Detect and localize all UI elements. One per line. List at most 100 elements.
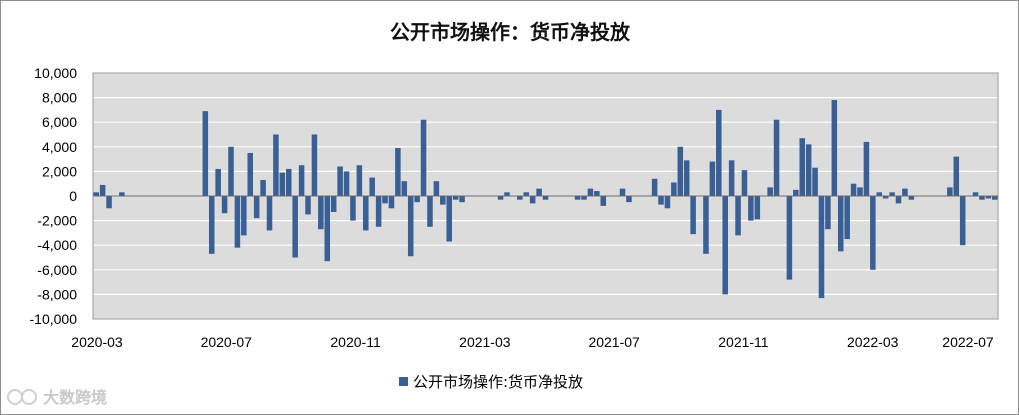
bar [741,170,748,196]
y-tick-label: -6,000 [37,262,77,278]
bar [626,196,632,203]
bar [93,192,99,196]
x-tick-label: 2020-11 [330,334,381,350]
bar [844,196,850,240]
bar [947,187,953,196]
bar [318,196,324,230]
x-tick-label: 2022-03 [847,334,899,350]
bar [369,177,375,196]
bar [529,196,536,204]
bar [452,196,459,200]
bar [298,165,305,196]
bar [748,196,754,221]
bar [208,196,215,254]
bar [221,196,228,214]
y-tick-label: 10,000 [34,65,77,81]
bar [985,196,992,199]
bar [690,196,696,235]
bar [600,196,607,206]
bar [837,196,844,252]
bar [979,196,985,200]
bar [812,167,818,196]
gridlines [92,72,999,320]
bar [228,146,234,196]
x-tick-label: 2020-03 [71,334,123,350]
bar [305,196,311,215]
bar [671,182,677,196]
bar [857,187,863,196]
bar [664,196,671,209]
bar [574,196,581,200]
x-tick-label: 2021-03 [459,334,511,350]
y-tick-label: -4,000 [37,237,77,253]
bar [992,196,998,200]
y-axis-ticks: 10,000 8,000 6,000 4,000 2,000 0 -2,000 -4,000 -… [30,65,78,327]
bar [863,141,870,196]
bar [407,196,414,257]
y-tick-label: 4,000 [42,139,77,155]
y-tick-label: 0 [69,188,77,204]
bar [953,156,960,196]
y-tick-label: 2,000 [42,163,77,179]
bar [330,196,337,212]
x-axis-ticks: 2020-03 2020-07 2020-11 2021-03 2021-07 2021-… [71,334,994,350]
bar [805,144,812,196]
bar [895,196,902,204]
bar [99,184,106,196]
bar [959,196,966,246]
bar [716,109,722,196]
bar [286,168,292,196]
y-tick-label: -10,000 [30,311,78,327]
bar [735,196,741,236]
bar-series [93,100,998,299]
bar [356,165,363,196]
legend-label: 公开市场操作:货币净投放 [413,373,583,391]
watermark-logo-icon [21,389,37,405]
bar [504,192,510,196]
bar [273,134,279,196]
bar [581,196,587,200]
bar [754,196,761,220]
bar [119,192,125,196]
bar [292,196,298,258]
watermark-logo-icon [7,389,23,405]
bar [799,138,805,196]
bar [658,196,664,205]
x-tick-label: 2021-11 [718,334,769,350]
bar [587,188,594,196]
bar [870,196,876,270]
bar [395,148,401,196]
bar [709,161,716,196]
bar [343,171,350,196]
bar [215,168,221,196]
bar [818,196,825,299]
bar [202,111,209,196]
y-tick-label: 8,000 [42,90,77,106]
bar [433,181,440,196]
bar [363,196,369,231]
bar [311,134,318,196]
bar [902,188,908,196]
bar [401,181,408,196]
x-tick-label: 2021-07 [588,334,640,350]
bar [722,196,728,295]
bar [831,100,838,196]
bar [767,187,773,196]
bar [459,196,465,203]
x-tick-label: 2020-07 [201,334,253,350]
bar [324,196,331,262]
bar [619,188,626,196]
watermark: 大数跨境 [7,388,107,407]
y-tick-label: -2,000 [37,213,77,229]
bar [382,196,388,204]
bar [241,196,247,236]
bar [517,196,523,200]
bar [542,196,549,200]
bar [234,196,241,248]
bar [247,152,254,196]
bar [908,196,915,200]
bar [279,172,286,196]
bar [850,183,857,196]
bar [677,146,684,196]
